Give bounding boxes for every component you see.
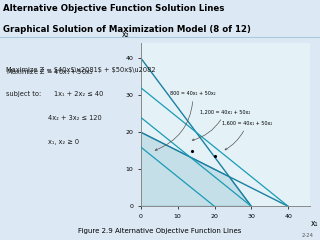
Text: 4x₂ + 3x₂ ≤ 120: 4x₂ + 3x₂ ≤ 120 <box>48 115 102 121</box>
Text: Maximize Z = $40x$\u2081$ + $50x$\u2082: Maximize Z = $40x$\u2081$ + $50x$\u2082 <box>6 67 156 73</box>
Text: x₂: x₂ <box>122 30 130 40</box>
Text: 2-24: 2-24 <box>302 233 314 238</box>
Text: Graphical Solution of Maximization Model (8 of 12): Graphical Solution of Maximization Model… <box>3 25 251 34</box>
Text: x₁: x₁ <box>310 219 318 228</box>
Text: subject to:      1x₁ + 2x₂ ≤ 40: subject to: 1x₁ + 2x₂ ≤ 40 <box>6 91 104 97</box>
Text: x₁, x₂ ≥ 0: x₁, x₂ ≥ 0 <box>48 139 79 145</box>
Text: 1,600 = 40x₁ + 50x₂: 1,600 = 40x₁ + 50x₂ <box>222 121 272 150</box>
Text: 800 = 40x₁ + 50x₂: 800 = 40x₁ + 50x₂ <box>155 91 216 150</box>
Text: Maximize Z = $40x₁ + $50x₂: Maximize Z = $40x₁ + $50x₂ <box>6 67 94 76</box>
Polygon shape <box>141 132 252 206</box>
Text: Alternative Objective Function Solution Lines: Alternative Objective Function Solution … <box>3 4 225 12</box>
Text: Figure 2.9 Alternative Objective Function Lines: Figure 2.9 Alternative Objective Functio… <box>78 228 242 234</box>
Text: 1,200 = 40x₁ + 50x₂: 1,200 = 40x₁ + 50x₂ <box>192 110 250 141</box>
